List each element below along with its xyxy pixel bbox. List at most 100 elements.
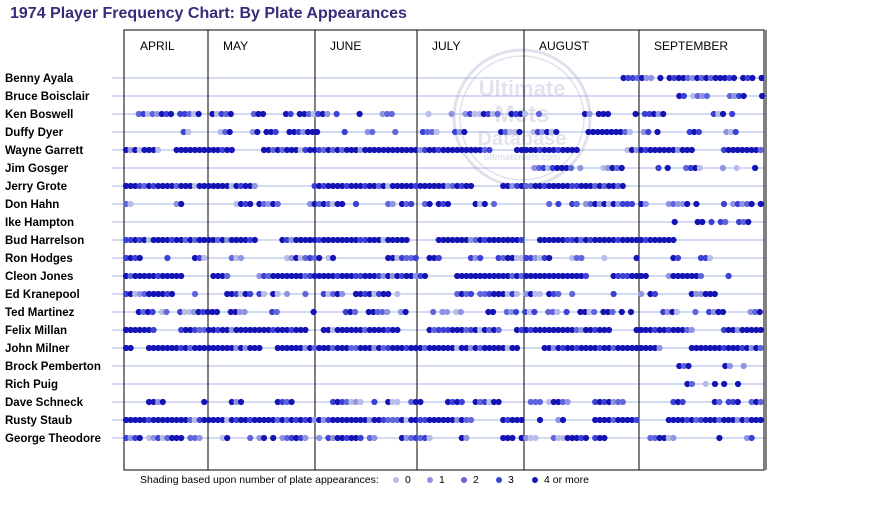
appearance-dot xyxy=(481,146,488,154)
appearance-dot xyxy=(559,326,567,334)
appearance-dot xyxy=(343,326,350,334)
appearance-dot xyxy=(573,146,580,154)
appearance-dot xyxy=(697,344,705,352)
appearance-dot xyxy=(638,200,645,208)
appearance-dot xyxy=(398,416,406,424)
appearance-dot xyxy=(578,344,585,352)
appearance-dot xyxy=(687,164,694,172)
appearance-dot xyxy=(564,434,571,442)
appearance-dot xyxy=(408,254,415,262)
appearance-dot xyxy=(279,434,286,442)
appearance-dot xyxy=(145,326,153,334)
appearance-dot xyxy=(573,236,580,244)
appearance-dot xyxy=(205,416,212,424)
appearance-dot xyxy=(601,236,608,244)
appearance-dot xyxy=(297,146,304,154)
appearance-dot xyxy=(256,416,263,424)
appearance-dot xyxy=(122,236,130,244)
legend-label: 0 xyxy=(405,474,411,486)
appearance-dot xyxy=(233,200,240,208)
appearance-dot xyxy=(417,146,424,154)
appearance-dot xyxy=(173,434,180,442)
appearance-dot xyxy=(247,434,254,442)
appearance-dot xyxy=(592,182,599,190)
appearance-dot xyxy=(536,272,544,280)
appearance-dot xyxy=(559,398,567,406)
appearance-dot xyxy=(270,290,277,298)
appearance-dot xyxy=(448,110,455,118)
appearance-dot xyxy=(702,290,709,298)
appearance-dot xyxy=(270,326,277,334)
appearance-dot xyxy=(306,254,314,262)
appearance-dot xyxy=(259,110,267,118)
appearance-dot xyxy=(564,398,571,406)
appearance-dot xyxy=(477,254,484,262)
appearance-dot xyxy=(283,398,291,406)
appearance-dot xyxy=(661,236,668,244)
appearance-dot xyxy=(357,182,364,190)
appearance-dot xyxy=(684,146,691,154)
appearance-dot xyxy=(389,182,396,190)
appearance-dot xyxy=(343,434,350,442)
appearance-dot xyxy=(274,398,281,406)
appearance-dot xyxy=(426,434,433,442)
appearance-dot xyxy=(722,218,729,226)
appearance-dot xyxy=(288,146,295,154)
appearance-dot xyxy=(449,146,456,154)
appearance-dot xyxy=(431,344,438,352)
legend-swatch xyxy=(496,477,502,483)
appearance-dot xyxy=(550,326,557,334)
appearance-dot xyxy=(739,326,746,334)
appearance-dot xyxy=(127,344,134,352)
appearance-dot xyxy=(670,326,677,334)
appearance-dot xyxy=(615,398,622,406)
appearance-dot xyxy=(201,398,208,406)
appearance-dot xyxy=(168,272,176,280)
appearance-dot xyxy=(522,110,529,118)
player-name: Benny Ayala xyxy=(5,73,74,85)
appearance-dot xyxy=(564,344,571,352)
legend-swatch xyxy=(532,477,538,483)
appearance-dot xyxy=(458,326,465,334)
appearance-dot xyxy=(149,308,156,316)
month-label: AUGUST xyxy=(539,39,590,53)
appearance-dot xyxy=(357,146,364,154)
appearance-dot xyxy=(747,308,754,316)
appearance-dot xyxy=(683,164,690,172)
appearance-dot xyxy=(546,344,553,352)
appearance-dot xyxy=(357,344,364,352)
appearance-dot xyxy=(385,344,392,352)
appearance-dot xyxy=(454,326,461,334)
appearance-dot xyxy=(431,182,438,190)
appearance-dot xyxy=(699,92,706,100)
chart-title: 1974 Player Frequency Chart: By Plate Ap… xyxy=(10,5,407,22)
appearance-dot xyxy=(122,326,130,334)
appearance-dot xyxy=(210,146,217,154)
appearance-dot xyxy=(186,110,193,118)
appearance-dot xyxy=(739,146,746,154)
appearance-dot xyxy=(145,398,153,406)
appearance-dot xyxy=(463,272,470,280)
appearance-dot xyxy=(536,416,544,424)
appearance-dot xyxy=(380,290,387,298)
appearance-dot xyxy=(730,398,737,406)
appearance-dot xyxy=(518,236,525,244)
appearance-dot xyxy=(398,146,406,154)
appearance-dot xyxy=(196,434,203,442)
appearance-dot xyxy=(472,200,479,208)
appearance-dot xyxy=(550,398,557,406)
appearance-dot xyxy=(219,182,226,190)
appearance-dot xyxy=(270,272,277,280)
appearance-dot xyxy=(352,344,360,352)
appearance-dot xyxy=(122,416,130,424)
appearance-dot xyxy=(564,326,571,334)
appearance-dot xyxy=(628,236,636,244)
appearance-dot xyxy=(329,434,337,442)
appearance-dot xyxy=(694,74,701,82)
appearance-dot xyxy=(624,272,631,280)
appearance-dot xyxy=(587,326,594,334)
appearance-dot xyxy=(187,236,194,244)
appearance-dot xyxy=(339,272,346,280)
appearance-dot xyxy=(664,308,671,316)
appearance-dot xyxy=(366,290,373,298)
